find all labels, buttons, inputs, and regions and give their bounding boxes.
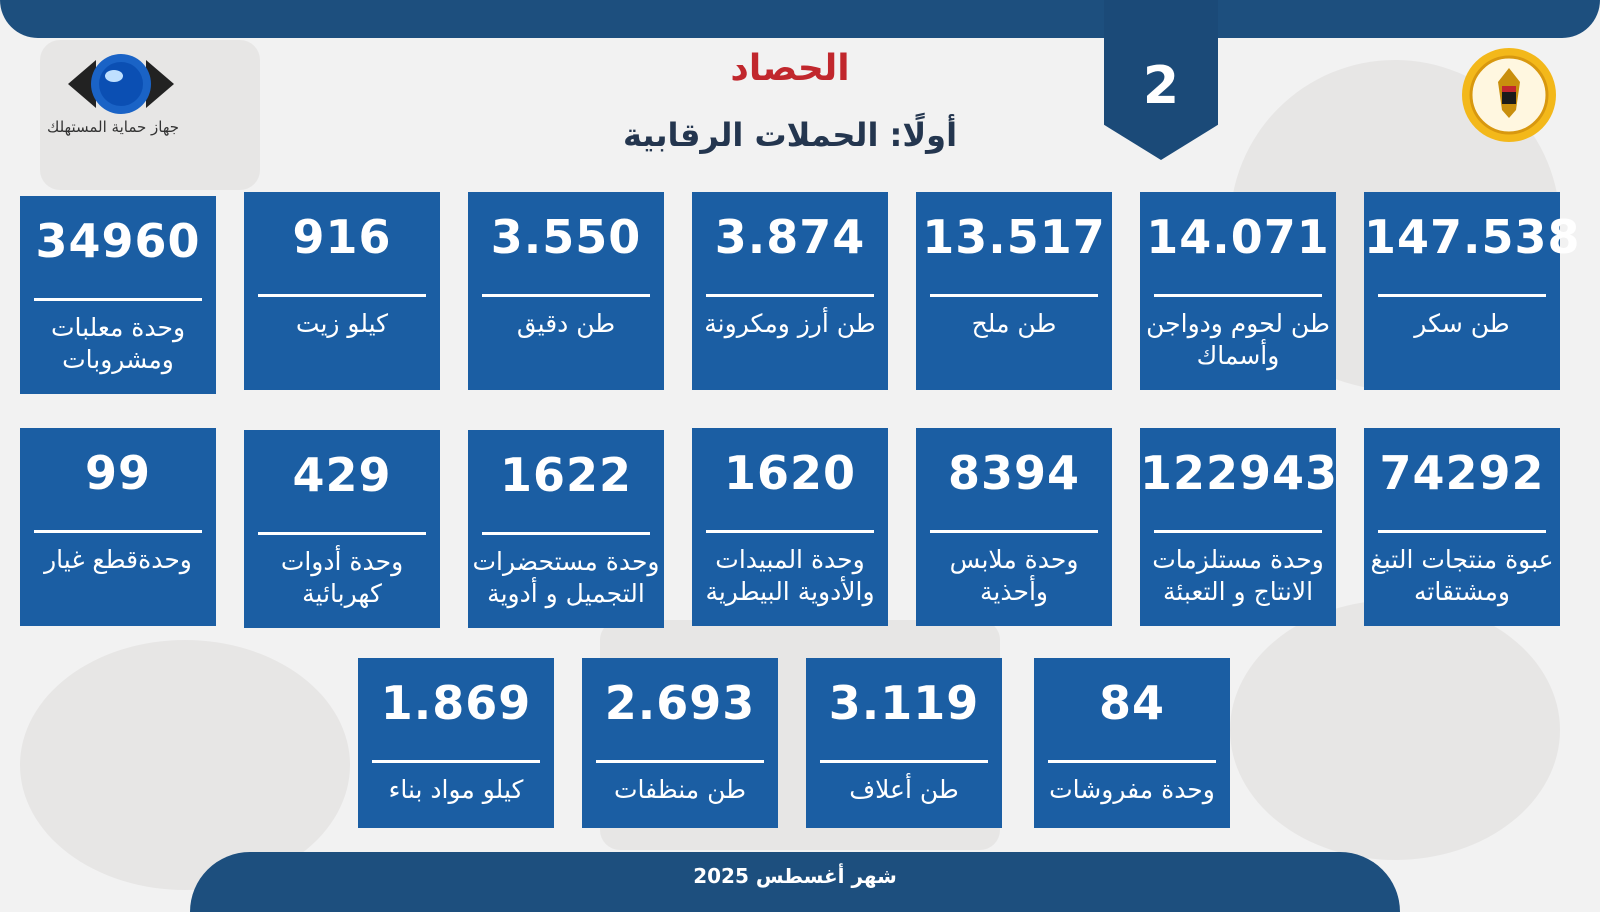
- stat-label: كيلو زيت: [295, 309, 389, 338]
- stat-label: وحدة ملابس وأحذية: [949, 545, 1079, 606]
- stat-divider: [34, 298, 202, 301]
- stat-divider: [706, 294, 874, 297]
- stat-divider: [1154, 294, 1322, 297]
- stat-label: طن منظفات: [613, 775, 747, 804]
- stat-divider: [1378, 530, 1546, 533]
- stat-value: 1620: [723, 446, 857, 500]
- stat-card: 14.071 طن لحوم ودواجن وأسماك: [1140, 192, 1336, 390]
- stat-label: عبوة منتجات التبغ ومشتقاته: [1370, 545, 1554, 606]
- stat-value: 3.119: [828, 676, 980, 730]
- stat-divider: [482, 532, 650, 535]
- stat-card: 84 وحدة مفروشات: [1034, 658, 1230, 828]
- logo-caption: جهاز حماية المستهلك: [46, 118, 180, 136]
- stat-label: وحدةقطع غيار: [44, 545, 192, 574]
- stat-card: 1620 وحدة المبيدات والأدوية البيطرية: [692, 428, 888, 626]
- stat-card: 74292 عبوة منتجات التبغ ومشتقاته: [1364, 428, 1560, 626]
- stat-label: طن سكر: [1414, 309, 1510, 338]
- stat-value: 147.538: [1364, 210, 1581, 264]
- stat-divider: [596, 760, 764, 763]
- footer-date: شهر أغسطس 2025: [693, 864, 897, 888]
- egypt-cabinet-seal-icon: [1462, 48, 1556, 142]
- stat-value: 916: [292, 210, 392, 264]
- stat-label: طن دقيق: [516, 309, 616, 338]
- stat-label: طن أعلاف: [849, 775, 959, 804]
- stat-card: 13.517 طن ملح: [916, 192, 1112, 390]
- stat-value: 13.517: [922, 210, 1106, 264]
- stat-card: 3.874 طن أرز ومكرونة: [692, 192, 888, 390]
- stat-divider: [706, 530, 874, 533]
- stat-label: طن لحوم ودواجن وأسماك: [1146, 309, 1330, 370]
- stat-card: 1622 وحدة مستحضرات التجميل و أدوية: [468, 430, 664, 628]
- stat-value: 429: [292, 448, 392, 502]
- stat-card: 147.538 طن سكر: [1364, 192, 1581, 390]
- stat-card: 34960 وحدة معلبات ومشروبات: [20, 196, 216, 394]
- stat-divider: [258, 294, 426, 297]
- stat-card: 122943 وحدة مستلزمات الانتاج و التعبئة: [1140, 428, 1339, 626]
- stat-value: 34960: [35, 214, 201, 268]
- stat-label: وحدة مستحضرات التجميل و أدوية: [472, 547, 660, 608]
- top-banner: [0, 0, 1600, 38]
- stat-value: 3.550: [490, 210, 642, 264]
- page-number-badge: 2: [1104, 0, 1218, 160]
- stat-value: 1.869: [380, 676, 532, 730]
- stat-label: طن ملح: [971, 309, 1057, 338]
- stat-card: 916 كيلو زيت: [244, 192, 440, 390]
- stat-label: وحدة المبيدات والأدوية البيطرية: [705, 545, 875, 606]
- page-number: 2: [1142, 56, 1180, 116]
- stat-card: 3.119 طن أعلاف: [806, 658, 1002, 828]
- stat-value: 3.874: [714, 210, 866, 264]
- stat-value: 2.693: [604, 676, 756, 730]
- stat-value: 84: [1098, 676, 1165, 730]
- stat-label: طن أرز ومكرونة: [704, 309, 876, 338]
- stat-card: 99 وحدةقطع غيار: [20, 428, 216, 626]
- stat-divider: [1048, 760, 1216, 763]
- stat-card: 429 وحدة أدوات كهربائية: [244, 430, 440, 628]
- background-photo-tires: [20, 640, 350, 890]
- stat-value: 74292: [1379, 446, 1545, 500]
- stat-divider: [820, 760, 988, 763]
- stat-divider: [1154, 530, 1322, 533]
- stat-card: 1.869 كيلو مواد بناء: [358, 658, 554, 828]
- eye-logo-icon: [68, 54, 174, 114]
- stat-label: وحدة معلبات ومشروبات: [50, 313, 186, 374]
- stat-value: 1622: [499, 448, 633, 502]
- stat-divider: [372, 760, 540, 763]
- background-photo-wires: [1230, 600, 1560, 860]
- stat-label: كيلو مواد بناء: [388, 775, 524, 804]
- stat-divider: [34, 530, 202, 533]
- stat-value: 8394: [947, 446, 1081, 500]
- stat-value: 122943: [1140, 446, 1339, 500]
- stat-label: وحدة مفروشات: [1049, 775, 1215, 804]
- consumer-protection-logo: جهاز حماية المستهلك: [18, 48, 198, 148]
- page-subtitle: أولًا: الحملات الرقابية: [622, 116, 958, 154]
- stat-card: 8394 وحدة ملابس وأحذية: [916, 428, 1112, 626]
- stat-value: 14.071: [1146, 210, 1330, 264]
- stat-label: وحدة أدوات كهربائية: [280, 547, 404, 608]
- page-title: الحصاد: [730, 48, 850, 89]
- stat-card: 2.693 طن منظفات: [582, 658, 778, 828]
- stat-divider: [930, 530, 1098, 533]
- stat-card: 3.550 طن دقيق: [468, 192, 664, 390]
- stat-divider: [1378, 294, 1546, 297]
- stat-label: وحدة مستلزمات الانتاج و التعبئة: [1152, 545, 1324, 606]
- stat-divider: [482, 294, 650, 297]
- stat-divider: [930, 294, 1098, 297]
- stat-value: 99: [84, 446, 151, 500]
- stat-divider: [258, 532, 426, 535]
